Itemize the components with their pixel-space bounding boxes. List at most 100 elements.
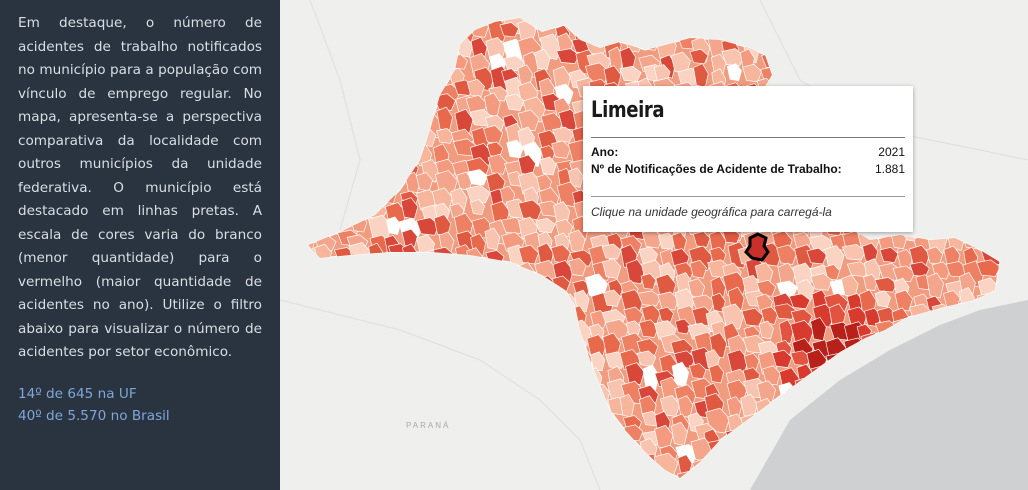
municipality-shape[interactable] [771, 349, 793, 368]
municipality-shape[interactable] [894, 289, 913, 312]
municipality-shape[interactable] [313, 189, 330, 207]
municipality-shape[interactable] [402, 20, 419, 38]
municipality-shape[interactable] [996, 274, 1016, 292]
municipality-shape[interactable] [931, 171, 948, 191]
municipality-shape[interactable] [317, 324, 342, 345]
municipality-shape[interactable] [438, 351, 456, 377]
municipality-shape[interactable] [364, 96, 382, 113]
municipality-shape[interactable] [976, 97, 993, 124]
municipality-shape[interactable] [382, 290, 404, 311]
municipality-shape[interactable] [380, 52, 397, 71]
municipality-shape[interactable] [386, 138, 403, 164]
municipality-shape[interactable] [336, 260, 353, 284]
municipality-shape[interactable] [558, 457, 574, 477]
municipality-shape[interactable] [877, 46, 894, 72]
municipality-shape[interactable] [925, 184, 942, 200]
municipality-shape[interactable] [505, 471, 523, 490]
municipality-shape[interactable] [963, 187, 985, 211]
municipality-shape[interactable] [316, 440, 332, 463]
municipality-shape[interactable] [313, 144, 334, 163]
municipality-shape[interactable] [383, 99, 400, 122]
municipality-shape[interactable] [810, 34, 834, 53]
municipality-shape[interactable] [810, 364, 835, 389]
municipality-shape[interactable] [591, 400, 608, 416]
municipality-shape[interactable] [725, 428, 749, 447]
municipality-shape[interactable] [707, 439, 732, 456]
municipality-shape[interactable] [926, 246, 944, 265]
municipality-shape[interactable] [303, 23, 322, 51]
municipality-shape[interactable] [386, 398, 410, 422]
municipality-shape[interactable] [550, 407, 568, 430]
municipality-shape[interactable] [517, 354, 536, 372]
municipality-shape[interactable] [370, 307, 389, 325]
municipality-shape[interactable] [483, 379, 503, 397]
municipality-shape[interactable] [623, 306, 644, 325]
municipality-shape[interactable] [348, 441, 370, 462]
municipality-shape[interactable] [602, 441, 626, 464]
municipality-shape[interactable] [959, 19, 980, 44]
municipality-shape[interactable] [941, 98, 967, 117]
municipality-shape[interactable] [569, 391, 593, 416]
municipality-shape[interactable] [348, 320, 373, 338]
municipality-shape[interactable] [420, 348, 442, 368]
municipality-shape[interactable] [860, 332, 885, 357]
municipality-shape[interactable] [400, 467, 417, 488]
municipality-shape[interactable] [421, 399, 446, 417]
municipality-shape[interactable] [483, 361, 503, 388]
municipality-shape[interactable] [925, 49, 942, 67]
municipality-shape[interactable] [825, 353, 847, 370]
municipality-shape[interactable] [539, 145, 556, 161]
municipality-shape[interactable] [303, 99, 325, 121]
municipality-shape[interactable] [331, 324, 352, 350]
municipality-shape[interactable] [540, 410, 559, 438]
municipality-shape[interactable] [317, 334, 337, 360]
municipality-shape[interactable] [415, 365, 436, 381]
municipality-shape[interactable] [384, 459, 401, 478]
municipality-shape[interactable] [908, 244, 930, 268]
municipality-shape[interactable] [387, 379, 405, 401]
municipality-shape[interactable] [912, 114, 930, 134]
municipality-shape[interactable] [743, 19, 759, 41]
municipality-shape[interactable] [401, 79, 422, 99]
municipality-shape[interactable] [926, 272, 945, 299]
municipality-shape[interactable] [693, 63, 709, 88]
municipality-shape[interactable] [405, 365, 425, 385]
municipality-shape[interactable] [778, 319, 794, 344]
municipality-shape[interactable] [892, 8, 911, 34]
municipality-shape[interactable] [846, 306, 868, 328]
municipality-shape[interactable] [539, 369, 562, 389]
municipality-shape[interactable] [840, 5, 860, 32]
municipality-shape[interactable] [637, 290, 662, 307]
municipality-shape[interactable] [347, 366, 368, 390]
municipality-shape[interactable] [979, 36, 997, 65]
municipality-shape[interactable] [502, 277, 525, 301]
municipality-shape[interactable] [571, 10, 592, 31]
municipality-shape[interactable] [979, 65, 998, 88]
municipality-shape[interactable] [656, 20, 680, 45]
municipality-shape[interactable] [550, 6, 572, 26]
municipality-shape[interactable] [450, 379, 471, 398]
municipality-shape[interactable] [421, 294, 440, 316]
municipality-shape[interactable] [404, 333, 425, 357]
municipality-shape[interactable] [863, 307, 882, 327]
municipality-shape[interactable] [640, 273, 657, 290]
municipality-shape[interactable] [999, 155, 1017, 172]
municipality-shape[interactable] [331, 130, 355, 149]
municipality-shape[interactable] [400, 439, 422, 463]
municipality-shape[interactable] [301, 467, 323, 490]
municipality-shape[interactable] [313, 99, 337, 119]
municipality-shape[interactable] [930, 36, 948, 58]
municipality-shape[interactable] [806, 23, 828, 46]
municipality-shape[interactable] [383, 167, 399, 195]
municipality-shape[interactable] [674, 4, 694, 21]
municipality-shape[interactable] [365, 184, 385, 212]
municipality-shape[interactable] [686, 8, 706, 32]
municipality-shape[interactable] [981, 229, 1001, 248]
municipality-shape[interactable] [297, 443, 316, 461]
municipality-shape[interactable] [913, 152, 929, 174]
municipality-shape[interactable] [466, 78, 485, 97]
municipality-shape[interactable] [471, 443, 487, 460]
municipality-shape[interactable] [370, 352, 388, 371]
municipality-shape[interactable] [506, 409, 523, 428]
municipality-shape[interactable] [925, 156, 951, 177]
